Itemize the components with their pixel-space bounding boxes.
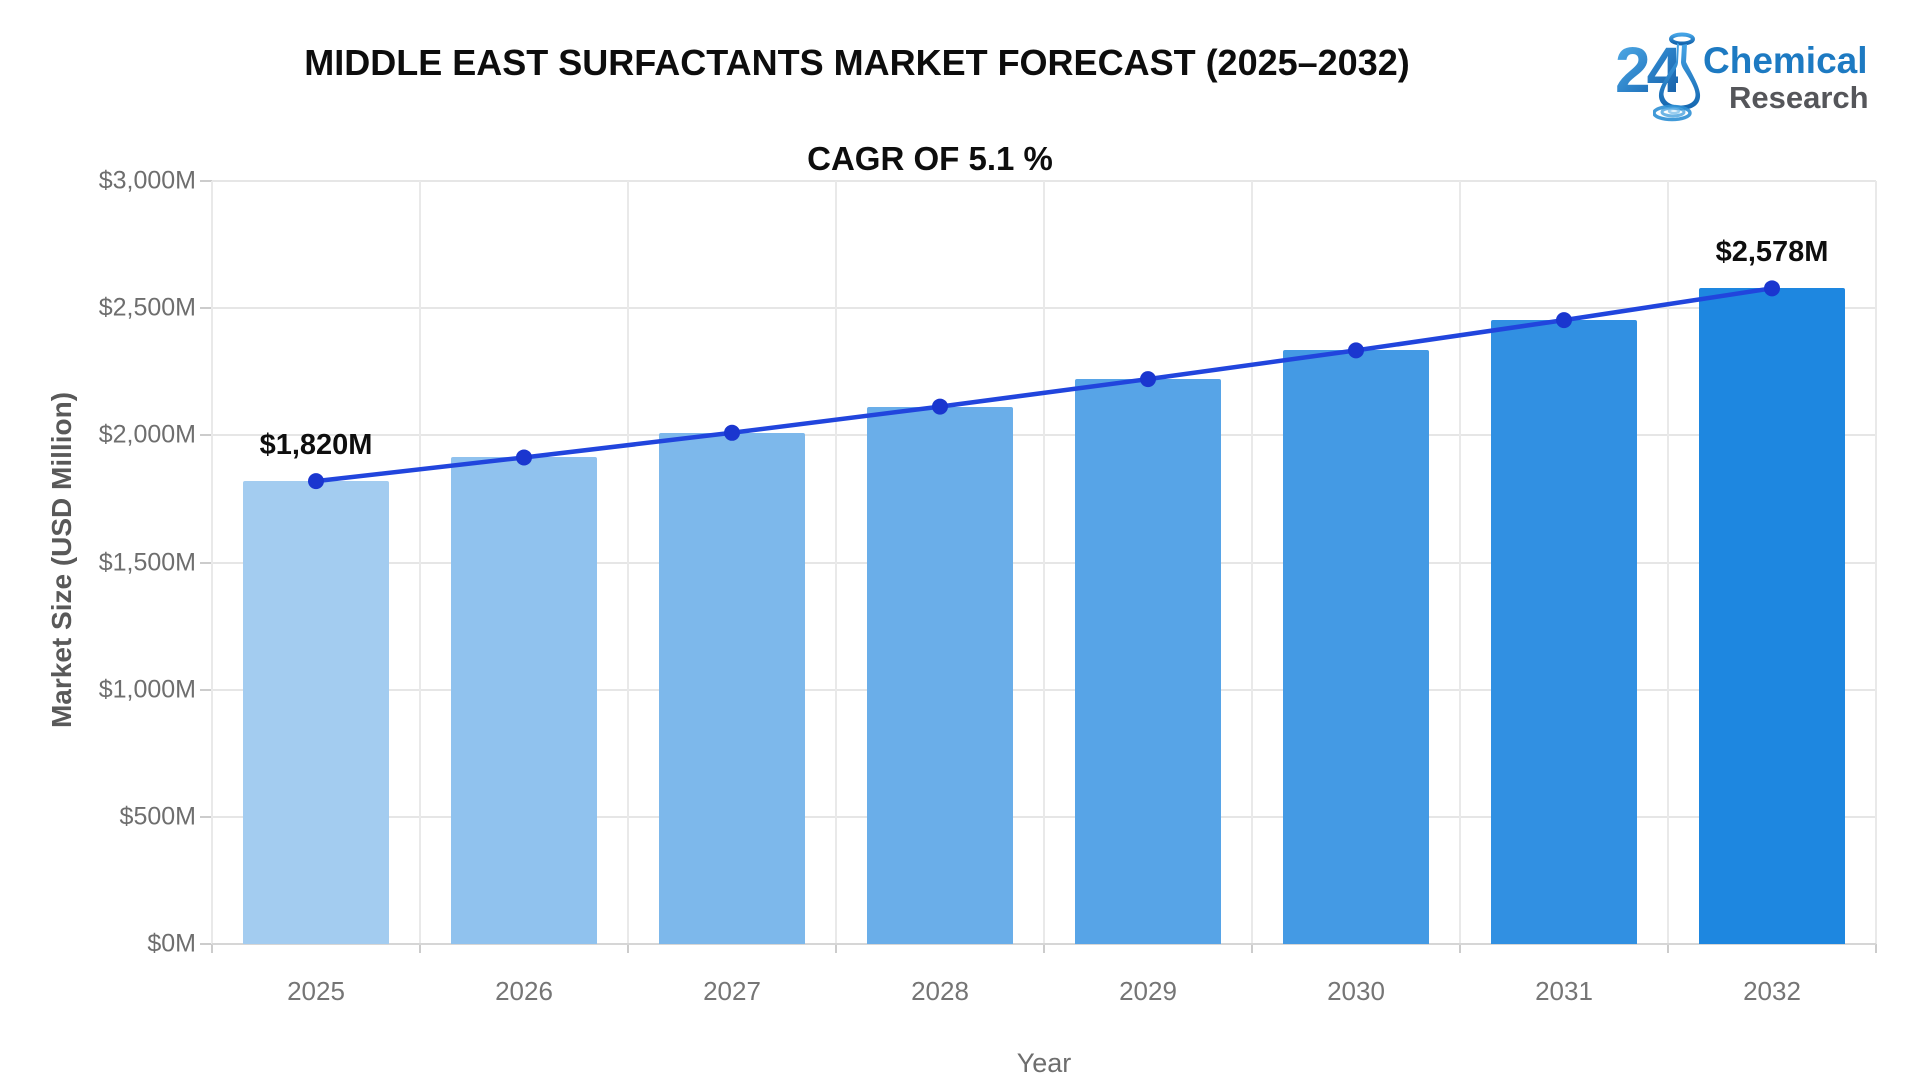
x-tick-label: 2029 (1119, 976, 1177, 1006)
y-tick (200, 689, 212, 691)
chart-title: MIDDLE EAST SURFACTANTS MARKET FORECAST … (304, 42, 1410, 83)
y-tick (200, 307, 212, 309)
y-tick-label: $1,500M (98, 548, 196, 577)
x-tick-label: 2032 (1743, 976, 1801, 1006)
gridline-v (1667, 181, 1669, 944)
gridline-v (1459, 181, 1461, 944)
bar-2030 (1283, 350, 1429, 944)
y-tick (200, 816, 212, 818)
x-tick-label: 2030 (1327, 976, 1385, 1006)
x-tick (211, 944, 213, 953)
bar-2025 (243, 481, 389, 944)
bar-2029 (1075, 379, 1221, 944)
y-tick-label: $3,000M (98, 166, 196, 195)
x-tick-label: 2031 (1535, 976, 1593, 1006)
x-tick-label: 2026 (495, 976, 553, 1006)
x-tick (1875, 944, 1877, 953)
y-tick (200, 943, 212, 945)
logo-line1: Chemical (1703, 40, 1868, 81)
gridline-v (1043, 181, 1045, 944)
bar-2028 (867, 407, 1013, 944)
x-tick (1043, 944, 1045, 953)
value-label-2032: $2,578M (1715, 236, 1829, 268)
y-tick-label: $500M (119, 802, 196, 831)
gridline-v (211, 181, 213, 944)
value-label-2025: $1,820M (259, 429, 373, 461)
x-axis-title: Year (1016, 1048, 1072, 1078)
gridline-v (419, 181, 421, 944)
logo-text: Chemical Research (1703, 42, 1869, 113)
bar-2031 (1491, 320, 1637, 944)
y-tick (200, 180, 212, 182)
gridline-v (1875, 181, 1877, 944)
gridline-v (627, 181, 629, 944)
x-tick (627, 944, 629, 953)
x-tick (419, 944, 421, 953)
x-tick (1667, 944, 1669, 953)
logo: 24 Chemical Research (1615, 30, 1905, 135)
gridline-v (835, 181, 837, 944)
flask-icon (1652, 32, 1705, 137)
x-tick-label: 2028 (911, 976, 969, 1006)
y-tick-label: $2,500M (98, 293, 196, 322)
chart-subtitle: CAGR OF 5.1 % (807, 140, 1053, 177)
logo-line2: Research (1729, 80, 1869, 115)
gridline-v (1251, 181, 1253, 944)
x-tick-label: 2025 (287, 976, 345, 1006)
bar-2027 (659, 433, 805, 944)
x-tick (1251, 944, 1253, 953)
y-tick (200, 434, 212, 436)
bar-2026 (451, 457, 597, 944)
x-tick (1459, 944, 1461, 953)
y-tick-label: $1,000M (98, 675, 196, 704)
bar-2032 (1699, 288, 1845, 944)
y-tick (200, 562, 212, 564)
y-tick-label: $0M (147, 929, 196, 958)
x-tick-label: 2027 (703, 976, 761, 1006)
y-tick-label: $2,000M (98, 420, 196, 449)
x-tick (835, 944, 837, 953)
x-axis-line (212, 943, 1876, 945)
